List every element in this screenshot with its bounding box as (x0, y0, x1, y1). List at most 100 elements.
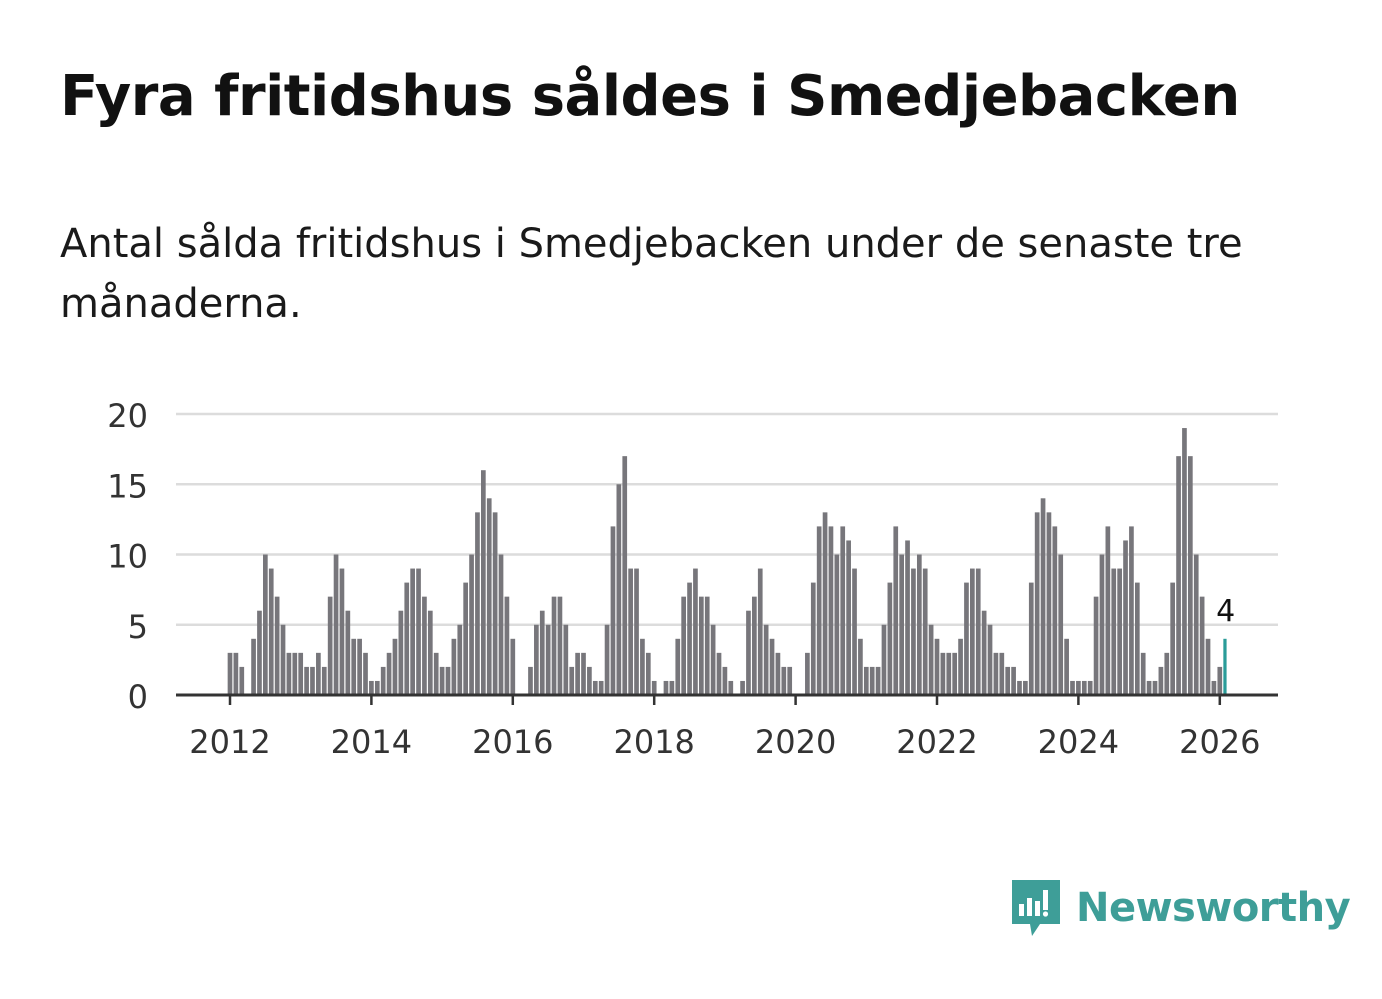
bar (693, 568, 698, 695)
bar (404, 582, 410, 695)
bar (875, 666, 881, 695)
bar (422, 596, 427, 695)
bar (934, 638, 940, 695)
y-tick-label: 0 (128, 678, 148, 716)
bar (722, 666, 728, 695)
bar (687, 582, 692, 695)
bar (1193, 554, 1199, 695)
bar (345, 610, 351, 695)
bar (1123, 540, 1128, 695)
bar (310, 666, 315, 695)
bar (280, 624, 286, 695)
bar (634, 568, 639, 695)
bar (339, 568, 345, 695)
bar (669, 680, 675, 695)
brand-name: Newsworthy (1076, 885, 1351, 931)
bar (958, 638, 963, 695)
bar (704, 596, 710, 695)
bar (274, 596, 280, 695)
bar (987, 624, 993, 695)
bar (698, 596, 704, 695)
bar (640, 638, 645, 695)
bar (1023, 680, 1028, 695)
bar (392, 638, 398, 695)
bar (769, 638, 775, 695)
bar (457, 624, 463, 695)
bar (1146, 680, 1152, 695)
bar (475, 512, 480, 695)
bar (539, 610, 545, 695)
bar (752, 596, 757, 695)
bar (828, 526, 834, 695)
bar (1111, 568, 1117, 695)
bar (592, 680, 598, 695)
bar (863, 666, 869, 695)
bar (327, 596, 333, 695)
bar (357, 638, 362, 695)
bar (922, 568, 928, 695)
x-tick-label: 2026 (1179, 723, 1260, 761)
bar (1211, 680, 1217, 695)
y-tick-label: 15 (107, 467, 148, 505)
bar (1081, 680, 1087, 695)
page-title: Fyra fritidshus såldes i Smedjebacken (60, 64, 1240, 129)
data-label: 4 (1216, 594, 1235, 629)
bar (504, 596, 510, 695)
bar (622, 456, 628, 695)
bar (380, 666, 386, 695)
bar (587, 666, 592, 695)
bar (304, 666, 309, 695)
bar (534, 624, 539, 695)
bar (610, 526, 616, 695)
bar (1046, 512, 1052, 695)
bar (1099, 554, 1105, 695)
bar (1093, 596, 1099, 695)
bar (775, 652, 781, 695)
bar (981, 610, 987, 695)
bar (439, 666, 445, 695)
bar (1011, 666, 1016, 695)
bar (480, 470, 486, 695)
bar (581, 652, 586, 695)
bar (805, 652, 810, 695)
bar (598, 680, 604, 695)
x-tick-label: 2024 (1038, 723, 1119, 761)
bar (1140, 652, 1146, 695)
bar (233, 652, 239, 695)
bar (1199, 596, 1205, 695)
bar (1076, 680, 1081, 695)
bar (551, 596, 557, 695)
bar (545, 624, 551, 695)
bar (333, 554, 339, 695)
bar (746, 610, 751, 695)
bar (486, 498, 492, 695)
bar (316, 652, 321, 695)
bar (1117, 568, 1122, 695)
bar (787, 666, 793, 695)
bar (604, 624, 610, 695)
bar (498, 554, 504, 695)
bar (899, 554, 904, 695)
x-tick-label: 2018 (613, 723, 694, 761)
bar (651, 680, 657, 695)
bar (911, 568, 916, 695)
bar (1164, 652, 1170, 695)
bar (616, 484, 622, 695)
bar-highlight (1223, 638, 1227, 695)
bar (451, 638, 457, 695)
x-tick-label: 2016 (472, 723, 553, 761)
bar (928, 624, 934, 695)
bar (1064, 638, 1069, 695)
bar (321, 666, 327, 695)
bar (463, 582, 469, 695)
bar (645, 652, 651, 695)
bar (975, 568, 981, 695)
bar (416, 568, 421, 695)
bar (298, 652, 304, 695)
bar (893, 526, 899, 695)
bar (887, 582, 893, 695)
bar (1170, 582, 1176, 695)
bar (1158, 666, 1164, 695)
bar (810, 582, 816, 695)
bar (433, 652, 439, 695)
